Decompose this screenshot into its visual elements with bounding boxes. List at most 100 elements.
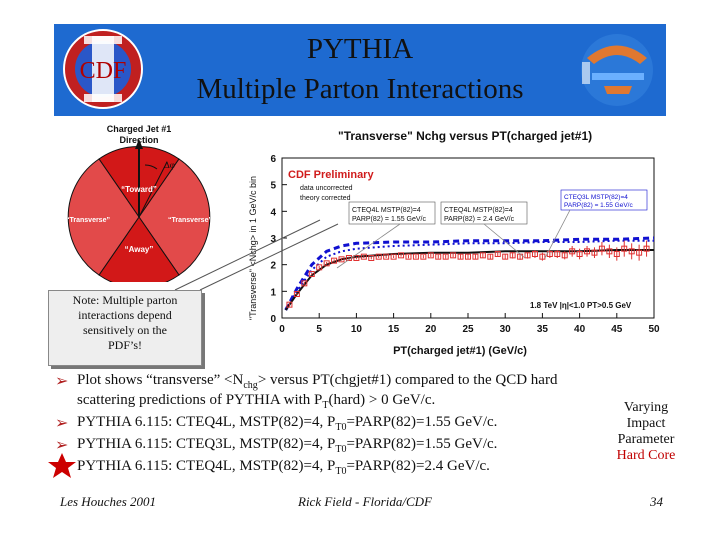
data-point: [487, 253, 494, 260]
data-point: [628, 248, 635, 255]
data-point: [576, 251, 583, 257]
footer-center: Rick Field - Florida/CDF: [298, 494, 432, 509]
y-tick-label: 6: [270, 154, 276, 165]
data-point: [293, 291, 300, 297]
data-point: [465, 253, 471, 260]
slide-title-line2: Multiple Parton Interactions: [196, 73, 524, 105]
svg-text:PARP(82) = 2.4 GeV/c: PARP(82) = 2.4 GeV/c: [444, 216, 515, 223]
x-tick-label: 10: [351, 324, 363, 335]
arrow-bullet-icon: ➢: [55, 371, 69, 390]
data-point: [613, 251, 620, 257]
data-point: [435, 253, 442, 260]
cdf-logo: CDF: [63, 29, 143, 109]
institution-logo: [581, 34, 653, 106]
svg-text:CTEQ3L MSTP(82)=4: CTEQ3L MSTP(82)=4: [564, 194, 628, 201]
data-point: [621, 245, 628, 252]
cut-label: 1.8 TeV |η|<1.0 PT>0.5 GeV: [530, 301, 632, 310]
arrow-bullet-icon: ➢: [55, 435, 69, 454]
data-point: [368, 255, 375, 261]
note-line3: sensitively on the: [83, 323, 167, 337]
svg-text:PARP(82) = 1.55 GeV/c: PARP(82) = 1.55 GeV/c: [564, 202, 633, 209]
nchg-vs-pt-chart: "Transverse" Nchg versus PT(charged jet#…: [240, 118, 672, 366]
data-point: [360, 253, 367, 260]
x-tick-label: 25: [462, 324, 474, 335]
x-axis-label: PT(charged jet#1) (GeV/c): [393, 345, 527, 357]
data-point: [450, 252, 457, 259]
data-point: [442, 253, 449, 260]
data-point: [427, 252, 434, 259]
transverse-region-diagram: Charged Jet #1 Direction Δφ “Toward” “Tr…: [66, 124, 212, 282]
data-point: [509, 252, 516, 259]
side-note-line3: Parameter: [617, 432, 675, 447]
chart-title: "Transverse" Nchg versus PT(charged jet#…: [338, 129, 592, 143]
data-point: [643, 245, 650, 252]
side-note: Varying Impact Parameter Hard Core: [592, 400, 700, 464]
y-tick-label: 1: [270, 287, 276, 298]
data-uncorrected-label: data uncorrected: [300, 185, 353, 192]
svg-text:CDF: CDF: [80, 58, 127, 84]
x-tick-label: 5: [316, 324, 322, 335]
data-point: [598, 245, 605, 252]
y-axis-label: "Transverse" <Nchg> in 1 GeV/c bin: [248, 176, 258, 320]
svg-text:PARP(82) = 1.55 GeV/c: PARP(82) = 1.55 GeV/c: [352, 216, 426, 223]
data-point: [353, 255, 360, 261]
y-tick-label: 3: [270, 234, 276, 245]
note-line1: Note: Multiple parton: [72, 293, 178, 307]
x-tick-label: 15: [388, 324, 400, 335]
note-box: Note: Multiple parton interactions depen…: [48, 290, 202, 366]
data-point: [398, 252, 405, 259]
footer-page-number: 34: [650, 494, 663, 509]
y-tick-label: 4: [270, 207, 276, 218]
theory-corrected-label: theory corrected: [300, 195, 351, 202]
data-point: [390, 253, 397, 260]
cdf-preliminary-label: CDF Preliminary: [288, 169, 374, 181]
arrow-bullet-icon: ➢: [55, 413, 69, 432]
side-note-line4: Hard Core: [616, 448, 676, 463]
data-point: [405, 253, 412, 260]
x-ticks: 0 5 10 15 20 25 30 35 40 45 50: [279, 313, 660, 335]
x-tick-label: 40: [574, 324, 586, 335]
data-point: [591, 249, 598, 256]
y-tick-label: 0: [270, 314, 276, 325]
x-tick-label: 30: [500, 324, 512, 335]
box-cteq4l-155: CTEQ4L MSTP(82)=4 PARP(82) = 1.55 GeV/c: [348, 201, 436, 225]
side-note-line1: Varying: [623, 400, 669, 415]
transverse-right-label: “Transverse”: [168, 217, 212, 224]
away-label: “Away”: [125, 245, 154, 254]
x-tick-label: 35: [537, 324, 549, 335]
data-point: [472, 253, 479, 260]
data-point: [531, 251, 538, 257]
x-tick-label: 50: [648, 324, 660, 335]
star-icon: [48, 453, 76, 478]
data-point: [524, 252, 531, 259]
data-point: [383, 253, 390, 260]
slide-title-line1: PYTHIA: [306, 33, 414, 65]
data-point: [636, 249, 643, 256]
data-point: [479, 252, 486, 259]
y-tick-label: 5: [270, 181, 276, 192]
data-point: [539, 253, 546, 260]
data-point: [606, 248, 613, 255]
box-cteq3l-155: CTEQ3L MSTP(82)=4 PARP(82) = 1.55 GeV/c: [560, 189, 648, 211]
footer-left: Les Houches 2001: [60, 494, 157, 509]
svg-text:CTEQ4L MSTP(82)=4: CTEQ4L MSTP(82)=4: [444, 207, 513, 214]
data-point: [584, 248, 591, 255]
data-point: [494, 251, 501, 257]
dphi-label: Δφ: [164, 160, 175, 170]
data-point: [338, 256, 345, 263]
title-banner: [54, 24, 666, 116]
data-point: [561, 252, 568, 259]
data-point: [554, 251, 561, 257]
data-point: [286, 301, 293, 308]
toward-label: “Toward”: [121, 185, 157, 194]
note-line4: PDF’s!: [107, 338, 142, 352]
diagram-header1: Charged Jet #1: [107, 124, 172, 134]
data-point: [457, 253, 464, 260]
data-point: [375, 253, 382, 260]
x-tick-label: 20: [425, 324, 437, 335]
side-note-line2: Impact: [626, 416, 666, 431]
y-tick-label: 2: [270, 261, 276, 272]
data-point: [502, 253, 509, 260]
note-line2: interactions depend: [78, 308, 172, 322]
data-point: [420, 253, 427, 260]
